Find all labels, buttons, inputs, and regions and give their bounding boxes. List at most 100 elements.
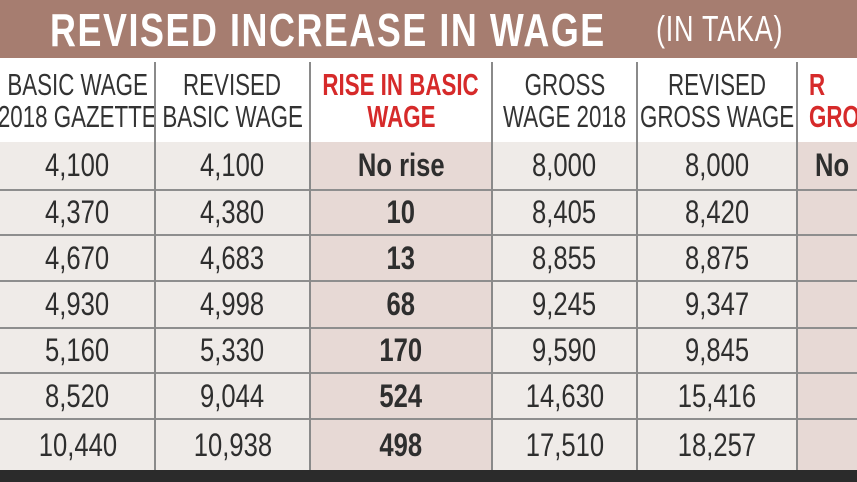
table-cell bbox=[797, 236, 857, 282]
cell-value: 8,000 bbox=[684, 147, 750, 183]
cell-value: 8,520 bbox=[45, 377, 110, 414]
table-cell: 5,330 bbox=[155, 329, 310, 374]
cell-value: 4,998 bbox=[200, 286, 265, 322]
table-cell: 13 bbox=[310, 236, 492, 282]
column-header-line: BASIC WAGE bbox=[162, 99, 303, 134]
table-cell: 5,160 bbox=[0, 329, 155, 374]
column-header: REVISED GROSS WAGE bbox=[637, 60, 797, 142]
table-cell: 9,845 bbox=[637, 329, 797, 374]
column-header-line: REVISED bbox=[667, 67, 766, 102]
table-cell: 15,416 bbox=[637, 374, 797, 420]
table-cell: 9,347 bbox=[637, 282, 797, 329]
table-cell: 14,630 bbox=[492, 374, 637, 420]
bottom-band bbox=[0, 470, 857, 482]
table-cell: 524 bbox=[310, 374, 492, 420]
column-header: REVISED BASIC WAGE bbox=[155, 60, 310, 142]
table-cell bbox=[797, 282, 857, 329]
column-divider bbox=[309, 62, 311, 470]
cell-value: 8,000 bbox=[532, 147, 597, 183]
table-cell: 9,590 bbox=[492, 329, 637, 374]
cell-value: 4,683 bbox=[200, 239, 265, 276]
cell-value: 10,440 bbox=[38, 426, 117, 463]
column-header-line: REVISED bbox=[183, 67, 282, 102]
title-bar: REVISED INCREASE IN WAGE (IN TAKA) bbox=[0, 0, 857, 58]
cell-value: 4,100 bbox=[200, 147, 265, 183]
table-cell: 8,405 bbox=[492, 191, 637, 236]
table-cell: No bbox=[797, 142, 857, 191]
column-header-line: WAGE bbox=[366, 99, 436, 134]
table-cell: 8,420 bbox=[637, 191, 797, 236]
cell-value: 68 bbox=[386, 286, 416, 322]
table-cell: 9,245 bbox=[492, 282, 637, 329]
cell-value: 17,510 bbox=[525, 426, 604, 463]
table-cell: 8,875 bbox=[637, 236, 797, 282]
column-header-line: R bbox=[809, 67, 826, 102]
table-cell: No rise bbox=[310, 142, 492, 191]
cell-value: 4,370 bbox=[45, 194, 110, 230]
column-header-line: BASIC WAGE bbox=[7, 67, 148, 102]
table-cell: 4,370 bbox=[0, 191, 155, 236]
table-cell: 18,257 bbox=[637, 420, 797, 470]
cell-value: 18,257 bbox=[677, 426, 757, 463]
table-cell: 4,670 bbox=[0, 236, 155, 282]
table-cell: 10,938 bbox=[155, 420, 310, 470]
column-header: R GRO bbox=[797, 60, 857, 142]
column-divider bbox=[796, 62, 798, 470]
cell-value: 10 bbox=[386, 194, 416, 230]
table-title: REVISED INCREASE IN WAGE bbox=[50, 4, 606, 56]
table-cell: 17,510 bbox=[492, 420, 637, 470]
table-cell: 10 bbox=[310, 191, 492, 236]
table-cell: 9,044 bbox=[155, 374, 310, 420]
table-cell: 4,100 bbox=[155, 142, 310, 191]
cell-value: 9,347 bbox=[684, 286, 750, 322]
table-cell bbox=[797, 329, 857, 374]
cell-value: 9,590 bbox=[532, 332, 597, 368]
table-cell: 170 bbox=[310, 329, 492, 374]
cell-value: 524 bbox=[379, 377, 423, 414]
table-cell: 498 bbox=[310, 420, 492, 470]
cell-value: 9,044 bbox=[200, 377, 265, 414]
column-divider bbox=[154, 62, 156, 470]
unit-label: (IN TAKA) bbox=[656, 8, 784, 49]
cell-value: 8,875 bbox=[684, 239, 750, 276]
cell-value: 8,855 bbox=[532, 239, 597, 276]
table-cell: 4,998 bbox=[155, 282, 310, 329]
cell-value: 4,930 bbox=[45, 286, 110, 322]
table-cell: 4,930 bbox=[0, 282, 155, 329]
column-header-line: GROSS WAGE bbox=[639, 99, 795, 134]
cell-value: 9,245 bbox=[532, 286, 597, 322]
table-cell: 68 bbox=[310, 282, 492, 329]
cell-value: 4,670 bbox=[45, 239, 110, 276]
cell-value: 4,380 bbox=[200, 194, 265, 230]
cell-value: 14,630 bbox=[525, 377, 604, 414]
cell-value: 4,100 bbox=[45, 147, 110, 183]
cell-value: No bbox=[815, 147, 850, 183]
cell-value: 9,845 bbox=[684, 332, 750, 368]
table-cell: 8,000 bbox=[492, 142, 637, 191]
table-cell bbox=[797, 420, 857, 470]
column-header-line: WAGE 2018 bbox=[502, 99, 627, 134]
cell-value: 8,420 bbox=[684, 194, 750, 230]
cell-value: 13 bbox=[386, 239, 416, 276]
table-cell: 8,520 bbox=[0, 374, 155, 420]
cell-value: 5,330 bbox=[200, 332, 265, 368]
table-cell bbox=[797, 374, 857, 420]
column-header-line: 2018 GAZETTE bbox=[0, 99, 157, 134]
table-cell: 4,683 bbox=[155, 236, 310, 282]
cell-value: 10,938 bbox=[193, 426, 272, 463]
table-cell: 8,000 bbox=[637, 142, 797, 191]
column-header: BASIC WAGE 2018 GAZETTE bbox=[0, 60, 157, 142]
cell-value: 5,160 bbox=[45, 332, 110, 368]
column-divider bbox=[491, 62, 493, 470]
table-cell: 8,855 bbox=[492, 236, 637, 282]
cell-value: 170 bbox=[379, 332, 423, 368]
cell-value: 498 bbox=[379, 426, 423, 463]
column-header-line: GRO bbox=[809, 99, 857, 134]
cell-value: 15,416 bbox=[677, 377, 757, 414]
cell-value: 8,405 bbox=[532, 194, 597, 230]
table-cell: 10,440 bbox=[0, 420, 155, 470]
column-header: GROSS WAGE 2018 bbox=[492, 60, 637, 142]
cell-value: No rise bbox=[357, 147, 445, 183]
table-cell: 4,380 bbox=[155, 191, 310, 236]
column-header: RISE IN BASIC WAGE bbox=[310, 60, 492, 142]
